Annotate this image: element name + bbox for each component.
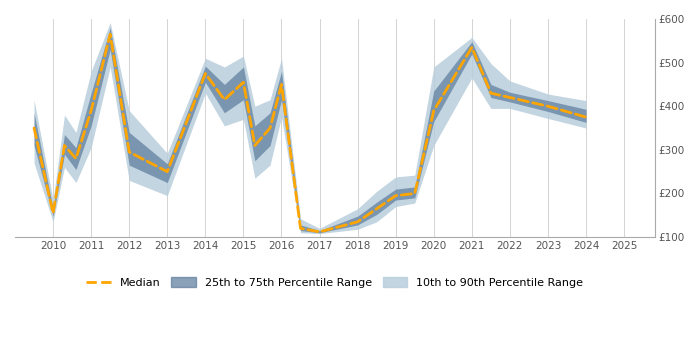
Legend: Median, 25th to 75th Percentile Range, 10th to 90th Percentile Range: Median, 25th to 75th Percentile Range, 1… bbox=[82, 273, 588, 293]
